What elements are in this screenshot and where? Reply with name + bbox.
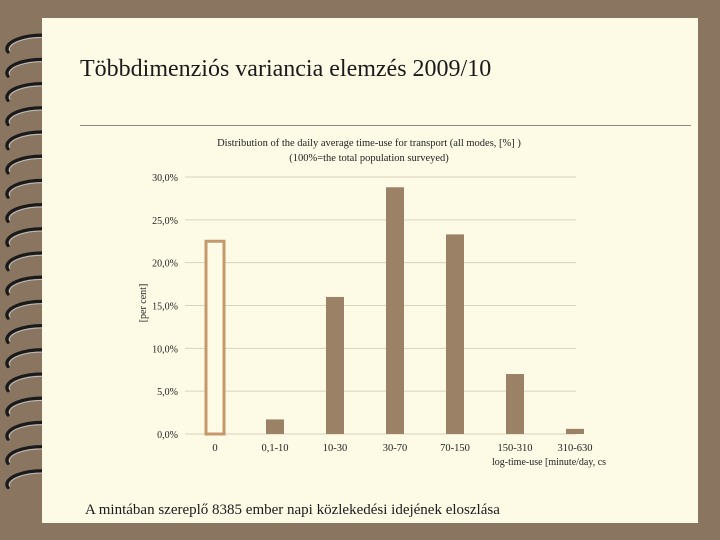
y-tick-label: 5,0% [157,387,178,398]
x-tick-label: 0,1-10 [261,443,288,454]
x-tick-label: 30-70 [383,443,408,454]
bar-10-30 [326,296,344,434]
y-tick-label: 15,0% [152,302,178,313]
slide-page [42,18,698,523]
bar-150-310 [506,374,524,434]
bar-30-70 [386,187,404,434]
title-divider [80,125,691,126]
x-tick-label: 10-30 [323,443,348,454]
y-tick-label: 0,0% [157,430,178,441]
chart-title: Distribution of the daily average time-u… [217,138,521,149]
x-axis-ticks: 0 0,1-10 10-30 30-70 70-150 150-310 310-630 [212,443,592,454]
y-tick-label: 25,0% [152,216,178,227]
bar-310-630 [566,428,584,434]
y-axis-ticks: 0,0% 5,0% 10,0% 15,0% 20,0% 25,0% 30,0% [152,173,178,441]
chart-subtitle: (100%=the total population surveyed) [289,153,449,164]
x-tick-label: 150-310 [498,443,533,454]
y-tick-label: 30,0% [152,173,178,184]
x-axis-label: log-time-use [minute/day, cs [492,457,606,468]
bar-0 [204,239,226,436]
y-axis-label: [per cent] [138,284,149,323]
y-tick-label: 20,0% [152,259,178,270]
bar-70-150 [446,234,464,434]
y-tick-label: 10,0% [152,344,178,355]
slide-title: Többdimenziós variancia elemzés 2009/10 [80,56,492,82]
x-tick-label: 70-150 [440,443,470,454]
slide-caption: A mintában szereplő 8385 ember napi közl… [85,502,500,518]
x-tick-label: 0 [212,443,217,454]
x-tick-label: 310-630 [558,443,593,454]
bars [204,187,584,436]
bar-0,1-10 [266,419,284,434]
